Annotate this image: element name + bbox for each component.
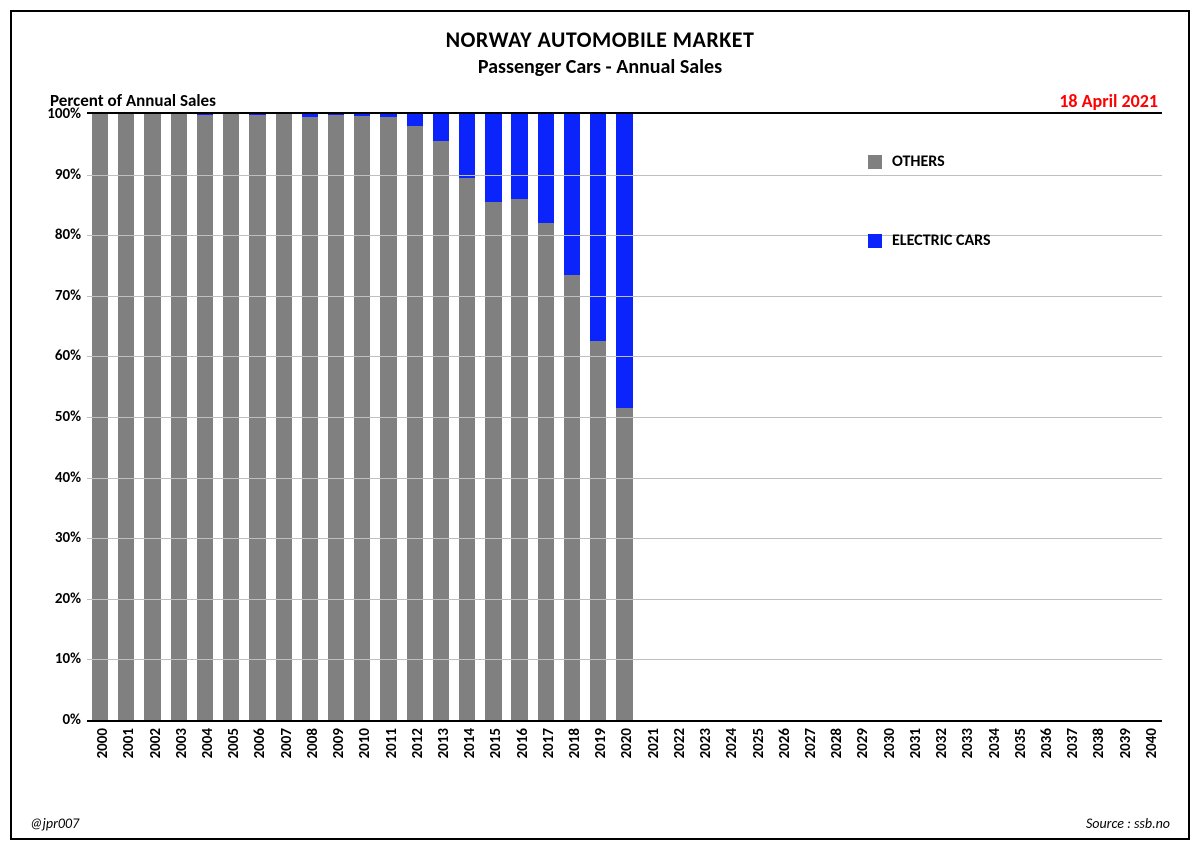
x-tick-label: 2039: [1117, 728, 1135, 758]
credit-text: @jpr007: [30, 815, 79, 832]
legend-item-others: OTHERS: [868, 152, 1128, 171]
x-tick-label: 2010: [356, 728, 374, 758]
x-tick-label: 2006: [251, 728, 269, 758]
bar-segment-electric: [590, 114, 606, 341]
legend: OTHERS ELECTRIC CARS: [868, 152, 1128, 310]
x-tick-label: 2007: [278, 728, 296, 758]
x-tick-label: 2023: [697, 728, 715, 758]
x-tick-label: 2040: [1143, 728, 1161, 758]
bar-segment-electric: [538, 114, 554, 223]
y-tick-label: 100%: [47, 105, 81, 123]
x-tick-label: 2021: [645, 728, 663, 758]
x-tick-label: 2024: [723, 728, 741, 758]
x-tick-label: 2009: [330, 728, 348, 758]
x-tick-label: 2018: [566, 728, 584, 758]
bar-segment-others: [380, 117, 396, 720]
bar-segment-others: [616, 408, 632, 720]
source-text: Source : ssb.no: [1086, 815, 1170, 832]
y-tick-label: 10%: [55, 650, 81, 668]
bar-segment-others: [538, 223, 554, 720]
x-tick-label: 2001: [120, 728, 138, 758]
gridline: [87, 417, 1162, 418]
bar-segment-electric: [459, 114, 475, 178]
y-tick-label: 0%: [62, 711, 81, 729]
bar-segment-electric: [616, 114, 632, 408]
x-tick-label: 2035: [1012, 728, 1030, 758]
gridline: [87, 538, 1162, 539]
y-tick-label: 60%: [55, 347, 81, 365]
bar-segment-others: [590, 341, 606, 720]
legend-label-electric: ELECTRIC CARS: [892, 231, 991, 250]
x-tick-label: 2016: [514, 728, 532, 758]
bar-segment-others: [511, 199, 527, 720]
x-tick-label: 2008: [304, 728, 322, 758]
x-tick-label: 2034: [986, 728, 1004, 758]
bar-segment-others: [302, 117, 318, 720]
x-tick-label: 2000: [94, 728, 112, 758]
y-tick-label: 70%: [55, 287, 81, 305]
y-tick-label: 50%: [55, 408, 81, 426]
gridline: [87, 599, 1162, 600]
legend-item-electric: ELECTRIC CARS: [868, 231, 1128, 250]
legend-swatch-electric: [868, 234, 882, 248]
bar-segment-others: [433, 141, 449, 720]
x-tick-label: 2019: [592, 728, 610, 758]
x-tick-label: 2015: [487, 728, 505, 758]
x-tick-label: 2005: [225, 728, 243, 758]
x-tick-label: 2020: [618, 728, 636, 758]
x-tick-label: 2011: [383, 728, 401, 758]
legend-swatch-others: [868, 155, 882, 169]
bar-segment-electric: [407, 114, 423, 126]
x-tick-label: 2029: [854, 728, 872, 758]
x-tick-label: 2031: [907, 728, 925, 758]
bar-segment-electric: [511, 114, 527, 199]
bar-segment-others: [485, 202, 501, 720]
gridline: [87, 356, 1162, 357]
x-tick-label: 2033: [959, 728, 977, 758]
x-tick-label: 2004: [199, 728, 217, 758]
x-tick-label: 2012: [409, 728, 427, 758]
x-tick-label: 2014: [461, 728, 479, 758]
x-tick-label: 2026: [776, 728, 794, 758]
x-tick-label: 2017: [540, 728, 558, 758]
chart-title: NORWAY AUTOMOBILE MARKET: [12, 26, 1188, 53]
y-tick-label: 30%: [55, 529, 81, 547]
gridline: [87, 478, 1162, 479]
bar-segment-electric: [564, 114, 580, 275]
chart-subtitle: Passenger Cars - Annual Sales: [12, 55, 1188, 79]
gridline: [87, 659, 1162, 660]
bar-segment-others: [459, 178, 475, 720]
x-tick-label: 2003: [173, 728, 191, 758]
date-stamp: 18 April 2021: [1059, 90, 1158, 112]
bar-segment-electric: [485, 114, 501, 202]
y-tick-label: 90%: [55, 166, 81, 184]
x-tick-label: 2030: [881, 728, 899, 758]
legend-label-others: OTHERS: [892, 152, 945, 171]
x-tick-label: 2002: [147, 728, 165, 758]
bar-segment-others: [564, 275, 580, 720]
x-tick-label: 2028: [828, 728, 846, 758]
y-tick-label: 80%: [55, 226, 81, 244]
y-tick-label: 40%: [55, 469, 81, 487]
x-tick-label: 2025: [750, 728, 768, 758]
chart-frame: NORWAY AUTOMOBILE MARKET Passenger Cars …: [10, 10, 1190, 840]
bar-segment-others: [407, 126, 423, 720]
y-tick-label: 20%: [55, 590, 81, 608]
x-tick-label: 2036: [1038, 728, 1056, 758]
titles-block: NORWAY AUTOMOBILE MARKET Passenger Cars …: [12, 26, 1188, 79]
x-tick-label: 2037: [1064, 728, 1082, 758]
x-tick-label: 2038: [1090, 728, 1108, 758]
x-tick-label: 2027: [802, 728, 820, 758]
x-tick-label: 2013: [435, 728, 453, 758]
x-tick-label: 2032: [933, 728, 951, 758]
bar-segment-electric: [433, 114, 449, 141]
x-tick-label: 2022: [671, 728, 689, 758]
